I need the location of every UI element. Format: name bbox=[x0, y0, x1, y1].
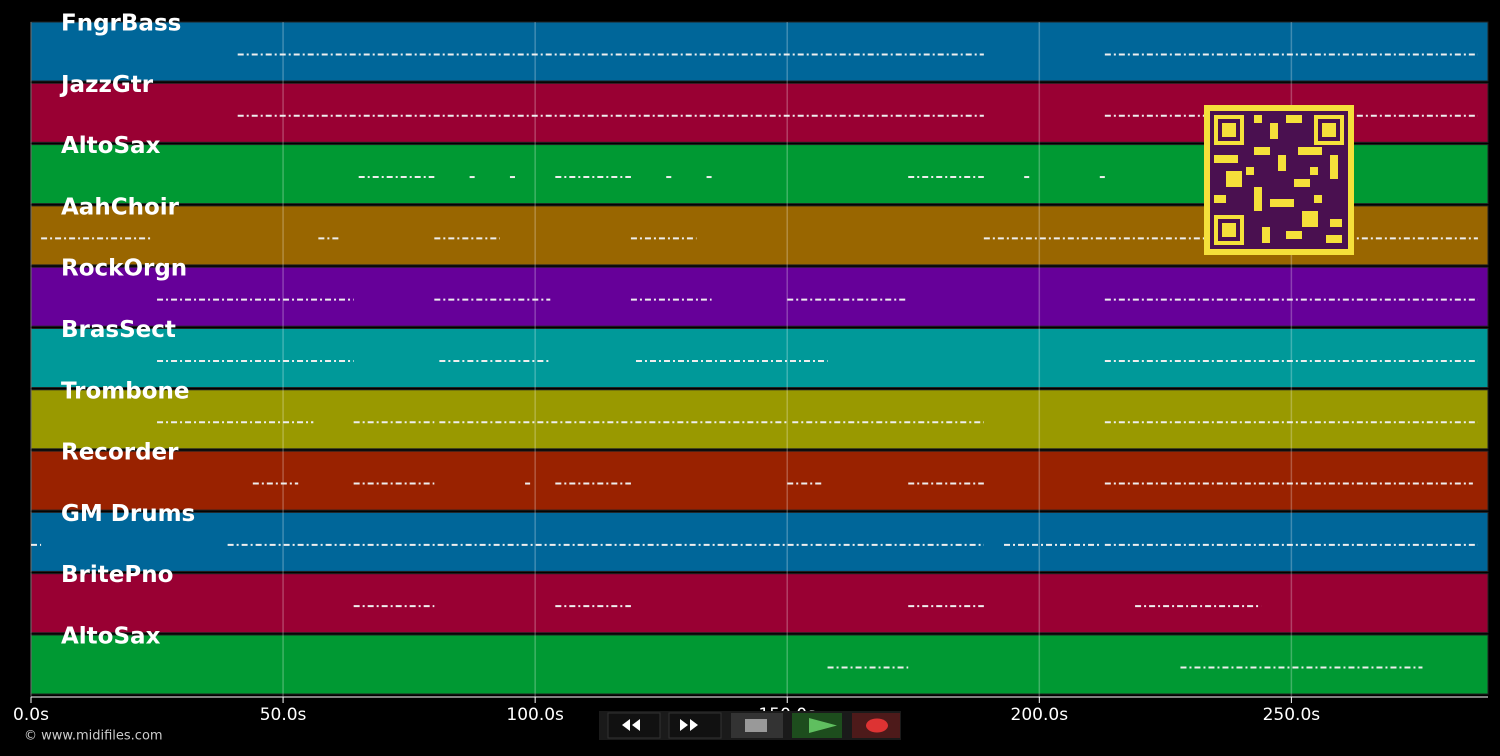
copyright: © www.midifiles.com bbox=[24, 729, 163, 744]
track-lane bbox=[30, 328, 1489, 388]
tick-label: 200.0s bbox=[1011, 705, 1069, 725]
transport-controls bbox=[599, 711, 901, 740]
track-name: Trombone bbox=[61, 378, 190, 404]
track-name: BrasSect bbox=[61, 317, 176, 343]
track-name: JazzGtr bbox=[59, 72, 154, 98]
record-button[interactable] bbox=[852, 713, 900, 738]
track-lane bbox=[30, 634, 1489, 695]
track-lane bbox=[30, 389, 1489, 450]
qr-code bbox=[1204, 105, 1354, 255]
track-name: AahChoir bbox=[61, 194, 180, 220]
tick-label: 0.0s bbox=[13, 705, 49, 725]
track-lane bbox=[30, 450, 1489, 511]
stop-button[interactable] bbox=[731, 713, 783, 738]
track-lane bbox=[30, 511, 1489, 572]
play-button[interactable] bbox=[792, 713, 842, 738]
track-name: RockOrgn bbox=[61, 256, 187, 282]
rewind-button[interactable] bbox=[607, 712, 661, 739]
track-name: GM Drums bbox=[61, 501, 195, 527]
forward-button[interactable] bbox=[668, 712, 722, 739]
track-lane bbox=[30, 21, 1489, 82]
track-lane bbox=[30, 573, 1489, 634]
track-name: FngrBass bbox=[61, 11, 181, 37]
track-name: AltoSax bbox=[61, 133, 161, 159]
track-name: AltoSax bbox=[61, 624, 161, 650]
tick-label: 50.0s bbox=[260, 705, 307, 725]
tick-label: 250.0s bbox=[1263, 705, 1321, 725]
track-name: Recorder bbox=[61, 440, 179, 466]
track-name: BritePno bbox=[61, 562, 173, 588]
track-lane bbox=[30, 266, 1489, 327]
tick-label: 100.0s bbox=[506, 705, 564, 725]
